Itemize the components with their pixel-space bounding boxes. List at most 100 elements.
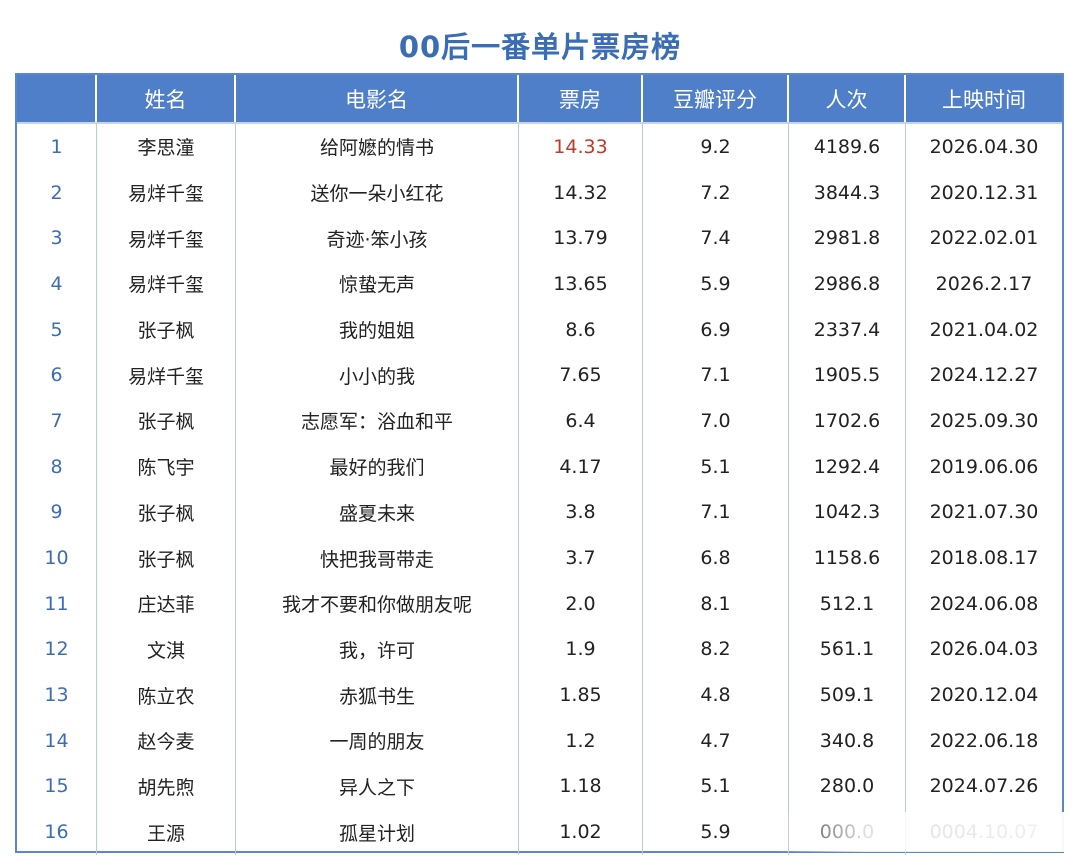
header-rank (17, 75, 97, 122)
cell-douban-score: 5.9 (643, 809, 789, 855)
cell-admissions: 1042.3 (789, 489, 906, 536)
cell-douban-score: 6.8 (643, 535, 789, 581)
cell-rank: 14 (17, 717, 97, 764)
table-row: 12 文淇 我，许可 1.9 8.2 561.1 2026.04.03 (17, 626, 1062, 673)
cell-film: 志愿军：浴血和平 (236, 398, 519, 444)
cell-box-office: 1.02 (519, 809, 643, 855)
cell-film: 惊蛰无声 (236, 261, 519, 307)
cell-rank: 5 (17, 306, 97, 353)
cell-release-date: 2026.04.30 (929, 135, 1039, 158)
cell-rank: 15 (17, 763, 97, 810)
table-row: 11 庄达菲 我才不要和你做朋友呢 2.0 8.1 512.1 2024.06.08 (17, 580, 1062, 627)
cell-box-office: 1.2 (519, 717, 643, 764)
cell-film: 我才不要和你做朋友呢 (236, 580, 519, 627)
cell-box-office: 1.9 (519, 626, 643, 673)
cell-admissions: 512.1 (789, 580, 906, 627)
header-divider (17, 122, 1062, 124)
cell-release-date: 2024.06.08 (929, 592, 1039, 615)
cell-box-office: 3.7 (519, 535, 643, 581)
cell-douban-score: 4.8 (643, 672, 789, 718)
cell-admissions: 340.8 (789, 717, 906, 764)
cell-name: 文淇 (97, 626, 236, 673)
table-row: 7 张子枫 志愿军：浴血和平 6.4 7.0 1702.6 2025.09.30 (17, 398, 1062, 444)
cell-douban-score: 7.4 (643, 215, 789, 262)
table-row: 9 张子枫 盛夏未来 3.8 7.1 1042.3 2021.07.30 (17, 489, 1062, 536)
cell-box-office: 4.17 (519, 443, 643, 490)
cell-release-date: 2019.06.06 (929, 455, 1039, 478)
cell-box-office: 1.85 (519, 672, 643, 718)
cell-admissions: 2981.8 (789, 215, 906, 262)
cell-rank: 13 (17, 672, 97, 718)
header-box-office: 票房 (519, 75, 643, 122)
cell-release-date: 2022.06.18 (929, 729, 1039, 752)
table-row: 13 陈立农 赤狐书生 1.85 4.8 509.1 2020.12.04 (17, 672, 1062, 718)
cell-release-date: 2024.12.27 (929, 364, 1039, 387)
cell-name: 易烊千玺 (97, 352, 236, 399)
cell-douban-score: 9.2 (643, 124, 789, 170)
cell-box-office: 8.6 (519, 306, 643, 353)
cell-admissions: 3844.3 (789, 169, 906, 216)
table-row: 14 赵今麦 一周的朋友 1.2 4.7 340.8 2022.06.18 (17, 717, 1062, 764)
cell-film: 赤狐书生 (236, 672, 519, 718)
table-body: 1 李思潼 给阿嬷的情书 14.33 9.2 4189.6 2026.04.30 2 易烊千玺送… (17, 122, 1062, 855)
cell-name: 陈立农 (97, 672, 236, 718)
cell-name: 张子枫 (97, 489, 236, 536)
cell-film: 异人之下 (236, 763, 519, 810)
cell-rank: 9 (17, 489, 97, 536)
cell-douban-score: 4.7 (643, 717, 789, 764)
cell-admissions: 280.0 (789, 763, 906, 810)
cell-douban-score: 7.1 (643, 352, 789, 399)
cell-douban-score: 5.1 (643, 443, 789, 490)
cell-admissions: 1158.6 (789, 535, 906, 581)
table-row: 15 胡先煦 异人之下 1.18 5.1 280.0 2024.07.26 (17, 763, 1062, 810)
cell-box-office: 6.4 (519, 398, 643, 444)
cell-douban-score: 7.2 (643, 169, 789, 216)
cell-name: 张子枫 (97, 398, 236, 444)
cell-douban-score: 5.1 (643, 763, 789, 810)
cell-name: 庄达菲 (97, 580, 236, 627)
table-header: 姓名 电影名 票房 豆瓣评分 人次 上映时间 (17, 75, 1062, 122)
cell-release-date: 2025.09.30 (929, 409, 1039, 432)
cell-rank: 2 (17, 169, 97, 216)
header-release-date: 上映时间 (942, 87, 1026, 112)
cell-douban-score: 7.1 (643, 489, 789, 536)
cell-release-date: 2022.02.01 (929, 227, 1039, 250)
watermark-overlay (775, 812, 1075, 852)
header-douban-score: 豆瓣评分 (643, 75, 789, 122)
cell-rank: 1 (17, 124, 97, 170)
cell-release-date: 2020.12.31 (929, 181, 1039, 204)
table-row: 2 易烊千玺 送你一朵小红花 14.32 7.2 3844.3 2020.12.31 (17, 169, 1062, 216)
cell-douban-score: 7.0 (643, 398, 789, 444)
cell-rank: 3 (17, 215, 97, 262)
header-name: 姓名 (97, 75, 236, 122)
cell-release-date: 2026.04.03 (929, 638, 1039, 661)
cell-film: 最好的我们 (236, 443, 519, 490)
cell-rank: 4 (17, 261, 97, 307)
cell-admissions: 2337.4 (789, 306, 906, 353)
cell-box-office: 14.32 (519, 169, 643, 216)
cell-name: 张子枫 (97, 535, 236, 581)
cell-rank: 6 (17, 352, 97, 399)
cell-douban-score: 8.2 (643, 626, 789, 673)
cell-film: 孤星计划 (236, 809, 519, 855)
cell-douban-score: 8.1 (643, 580, 789, 627)
cell-admissions: 2986.8 (789, 261, 906, 307)
cell-film: 盛夏未来 (236, 489, 519, 536)
table-row: 4 易烊千玺 惊蛰无声 13.65 5.9 2986.8 2026.2.17 (17, 261, 1062, 307)
cell-release-date: 2021.04.02 (929, 318, 1039, 341)
table-row: 3 易烊千玺 奇迹·笨小孩 13.79 7.4 2981.8 2022.02.01 (17, 215, 1062, 262)
cell-release-date: 2018.08.17 (929, 547, 1039, 570)
cell-name: 张子枫 (97, 306, 236, 353)
cell-film: 奇迹·笨小孩 (236, 215, 519, 262)
cell-box-office: 1.18 (519, 763, 643, 810)
cell-name: 王源 (97, 809, 236, 855)
cell-release-date: 2020.12.04 (929, 684, 1039, 707)
cell-admissions: 4189.6 (789, 124, 906, 170)
cell-admissions: 561.1 (789, 626, 906, 673)
table-row: 10 张子枫 快把我哥带走 3.7 6.8 1158.6 2018.08.17 (17, 535, 1062, 581)
cell-admissions: 509.1 (789, 672, 906, 718)
cell-box-office: 7.65 (519, 352, 643, 399)
header-admissions: 人次 (789, 75, 906, 122)
cell-film: 我，许可 (236, 626, 519, 673)
cell-name: 赵今麦 (97, 717, 236, 764)
